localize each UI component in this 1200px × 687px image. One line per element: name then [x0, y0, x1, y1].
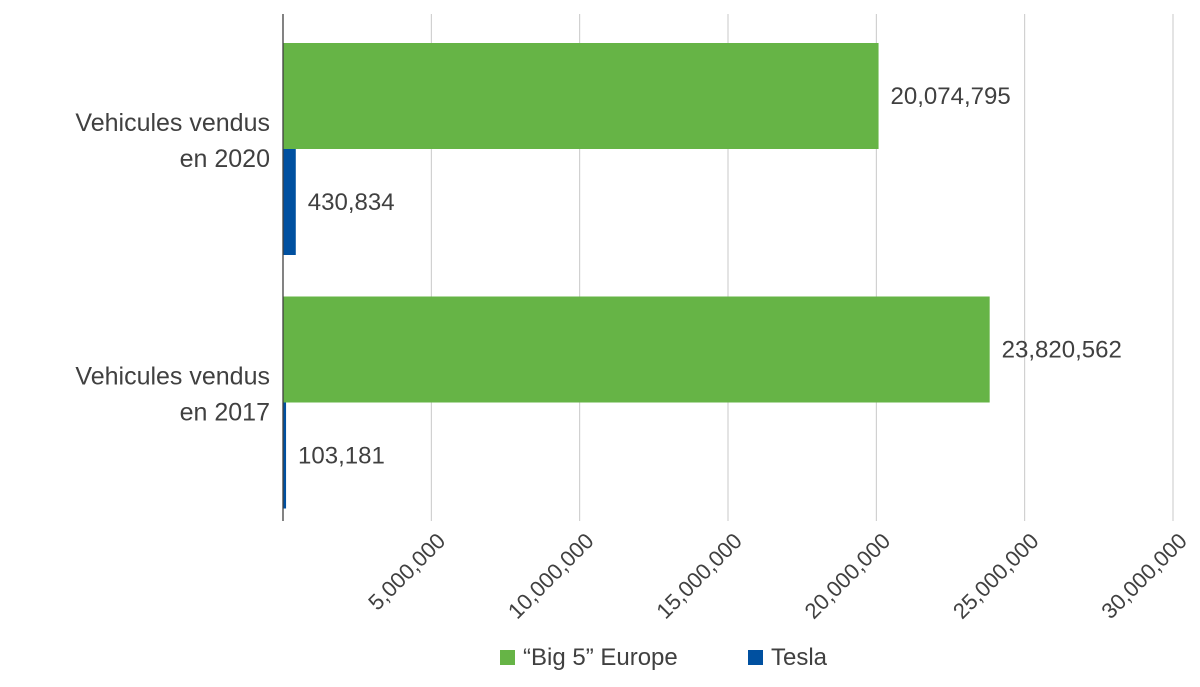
- category-label: en 2017: [180, 398, 270, 426]
- category-label: Vehicules vendus: [75, 109, 270, 137]
- x-tick-label: 25,000,000: [948, 528, 1044, 624]
- data-label: 103,181: [298, 443, 385, 470]
- category-label: Vehicules vendus: [75, 362, 270, 390]
- x-tick-label: 5,000,000: [363, 528, 450, 615]
- data-label: 20,074,795: [891, 83, 1011, 110]
- x-tick-label: 20,000,000: [800, 528, 896, 624]
- legend-label: Tesla: [771, 644, 828, 671]
- legend-swatch: [748, 650, 763, 665]
- data-label: 23,820,562: [1002, 337, 1122, 364]
- category-label: en 2020: [180, 145, 270, 173]
- x-tick-label: 30,000,000: [1096, 528, 1192, 624]
- bar-tesla-0: [283, 149, 296, 255]
- x-tick-label: 10,000,000: [503, 528, 599, 624]
- legend-label: “Big 5” Europe: [523, 644, 678, 671]
- bar-big-5-europe-0: [283, 43, 879, 149]
- bar-tesla-1: [283, 402, 287, 509]
- data-label: 430,834: [308, 189, 395, 216]
- legend-swatch: [500, 650, 515, 665]
- x-tick-label: 15,000,000: [651, 528, 747, 624]
- bar-big-5-europe-1: [283, 296, 990, 403]
